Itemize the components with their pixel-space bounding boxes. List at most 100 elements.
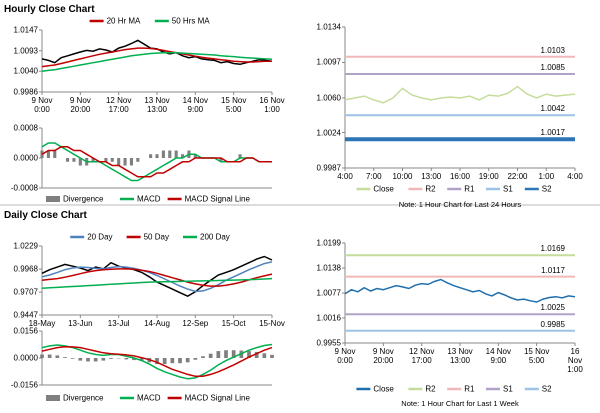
legend-label: R1 xyxy=(464,184,475,194)
legend-label: Divergence xyxy=(63,194,104,204)
legend-label: S1 xyxy=(503,384,513,394)
legend-label: S2 xyxy=(541,384,552,394)
legend-label: S2 xyxy=(541,184,552,194)
legend-label: S1 xyxy=(503,184,513,194)
divergence-bar xyxy=(208,353,213,358)
section-heading: Daily Close Chart xyxy=(4,210,87,221)
divergence-bar xyxy=(219,158,223,162)
chart-note: Note: 1 Hour Chart for Last 24 Hours xyxy=(398,200,522,209)
divergence-bar xyxy=(168,150,172,158)
x-tick-label: 12 Nov 17:00 xyxy=(105,96,132,114)
y-tick-label: 1.0097 xyxy=(316,57,341,67)
series-line xyxy=(41,146,272,178)
divergence-bar xyxy=(262,353,267,358)
divergence-bar xyxy=(40,354,44,358)
x-tick-label: 16 Nov 1:00 xyxy=(567,347,583,374)
x-tick-label: 16:00 xyxy=(449,172,471,181)
divergence-bar xyxy=(270,354,274,358)
y-tick-label: 0.9707 xyxy=(13,287,38,297)
legend-label: MACD Signal Line xyxy=(184,194,250,204)
y-tick-label: 0.9447 xyxy=(13,310,38,320)
legend-label: R1 xyxy=(464,384,475,394)
x-tick-label: 15-Nov xyxy=(259,319,285,328)
divergence-bar xyxy=(170,358,175,364)
level-label: 1.0017 xyxy=(540,128,565,138)
divergence-bar xyxy=(149,154,153,158)
divergence-bar xyxy=(254,351,259,358)
x-tick-label: 13 Nov 13:00 xyxy=(447,347,473,365)
divergence-bar xyxy=(238,154,242,158)
x-tick-label: 13-Jul xyxy=(107,319,130,328)
divergence-bar xyxy=(46,150,50,158)
x-tick-label: 12-Sep xyxy=(182,319,209,328)
legend-label: 20 Hr MA xyxy=(106,16,141,26)
legend-label: MACD xyxy=(137,194,161,204)
level-label: 1.0117 xyxy=(541,265,565,275)
x-tick-label: 12 Nov 17:00 xyxy=(408,347,435,365)
y-tick-label: 1.0077 xyxy=(316,288,341,298)
x-tick-label: 9 Nov 0:00 xyxy=(31,96,53,114)
y-tick-label: 0.0000 xyxy=(13,353,38,363)
x-tick-label: 22:00 xyxy=(507,172,528,181)
x-tick-label: 13-Jun xyxy=(68,319,93,328)
x-tick-label: 7:00 xyxy=(365,172,382,181)
divergence-bar xyxy=(123,158,127,166)
x-tick-label: 4:00 xyxy=(337,172,353,181)
divergence-bar xyxy=(86,358,90,362)
divergence-bar xyxy=(110,158,114,162)
x-tick-label: 9 Nov 0:00 xyxy=(334,347,356,365)
series-line xyxy=(41,261,273,293)
series-line xyxy=(41,346,273,377)
divergence-bar xyxy=(104,158,108,162)
y-tick-label: -0.0008 xyxy=(10,183,38,193)
x-tick-label: 14 Nov 9:00 xyxy=(182,96,209,114)
series-line xyxy=(41,343,273,380)
divergence-bar xyxy=(193,358,198,360)
divergence-bar xyxy=(216,351,221,358)
divergence-bar xyxy=(181,154,185,158)
divergence-bar xyxy=(155,358,159,365)
legend-swatch xyxy=(46,395,60,401)
level-label: 1.0042 xyxy=(540,104,565,114)
level-label: 0.9985 xyxy=(540,319,565,329)
x-tick-label: 15-Oct xyxy=(221,319,246,328)
y-tick-label: 1.0138 xyxy=(316,263,341,273)
y-tick-label: 0.0000 xyxy=(13,153,38,163)
series-line xyxy=(344,278,576,303)
divergence-bar xyxy=(93,358,98,362)
legend-label: 50 Hrs MA xyxy=(171,16,210,26)
y-tick-label: 0.0008 xyxy=(13,123,38,133)
chart-note: Note: 1 Hour Chart for Last 1 Week xyxy=(401,399,519,408)
legend-label: 200 Day xyxy=(200,232,230,242)
legend-label: R2 xyxy=(425,184,436,194)
divergence-bar xyxy=(174,150,178,158)
divergence-bar xyxy=(55,355,60,358)
y-tick-label: 1.0134 xyxy=(316,22,341,32)
divergence-bar xyxy=(129,158,133,166)
divergence-bar xyxy=(117,158,121,166)
x-tick-label: 9 Nov 20:00 xyxy=(372,347,394,365)
legend-label: MACD Signal Line xyxy=(184,393,250,403)
y-tick-label: 0.9986 xyxy=(13,87,38,97)
divergence-bar xyxy=(224,350,228,358)
divergence-bar xyxy=(155,154,159,158)
x-tick-label: 4:00 xyxy=(567,172,583,181)
y-tick-label: 1.0060 xyxy=(316,93,341,103)
divergence-bar xyxy=(63,357,67,358)
x-tick-label: 15 Nov 5:00 xyxy=(220,96,247,114)
x-tick-label: 10:00 xyxy=(392,172,413,181)
y-tick-label: 0.9955 xyxy=(316,338,341,348)
legend-label: Close xyxy=(373,384,394,394)
divergence-bar xyxy=(66,158,70,162)
x-tick-label: 13 Nov 13:00 xyxy=(144,96,170,114)
series-line xyxy=(41,268,273,287)
y-tick-label: 1.0199 xyxy=(316,238,341,248)
x-tick-label: 16 Nov 1:00 xyxy=(259,96,285,114)
y-tick-label: 1.0093 xyxy=(13,46,38,56)
y-tick-label: 0.0156 xyxy=(13,326,38,336)
y-tick-label: 1.0229 xyxy=(13,241,38,251)
divergence-bar xyxy=(70,358,75,359)
legend-label: R2 xyxy=(425,384,436,394)
legend-label: 50 Day xyxy=(143,232,169,242)
